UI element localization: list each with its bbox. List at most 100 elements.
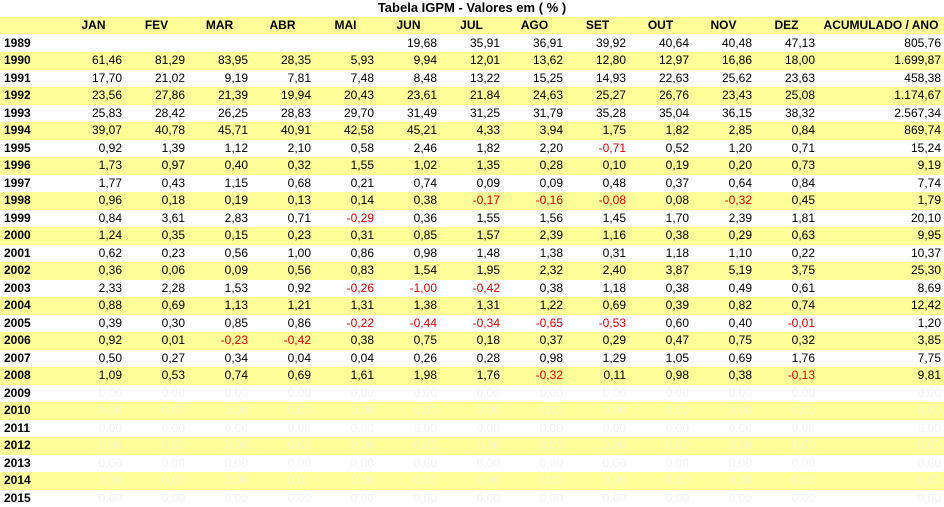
month-value-cell: 35,91 [440, 35, 503, 53]
month-value-cell: 1,98 [377, 367, 440, 385]
month-value-cell: 0,23 [125, 245, 188, 263]
month-value-cell: 36,15 [692, 105, 755, 123]
year-cell: 1989 [0, 35, 62, 53]
annual-total-cell: 1,20 [818, 315, 944, 333]
year-cell: 1999 [0, 210, 62, 228]
month-value-cell: 1,00 [251, 245, 314, 263]
month-value-cell: 0,49 [692, 280, 755, 298]
month-value-cell: 0,00 [629, 420, 692, 438]
month-value-cell: 0,00 [251, 472, 314, 490]
month-value-cell: 0,88 [62, 297, 125, 315]
month-value-cell: 0,04 [251, 350, 314, 368]
month-value-cell: -0,32 [503, 367, 566, 385]
month-value-cell: 39,07 [62, 122, 125, 140]
month-value-cell: 0,00 [755, 455, 818, 473]
month-value-cell: 1,55 [440, 210, 503, 228]
month-value-cell: 42,58 [314, 122, 377, 140]
month-value-cell: 0,00 [377, 420, 440, 438]
month-value-cell: 0,84 [755, 122, 818, 140]
column-header: FEV [125, 17, 188, 35]
month-value-cell: 0,00 [62, 472, 125, 490]
column-header: MAI [314, 17, 377, 35]
month-value-cell: 21,02 [125, 70, 188, 88]
month-value-cell: 16,86 [692, 52, 755, 70]
month-value-cell: 0,74 [377, 175, 440, 193]
month-value-cell: 2,28 [125, 280, 188, 298]
month-value-cell: 1,75 [566, 122, 629, 140]
month-value-cell: 0,18 [440, 332, 503, 350]
month-value-cell: 83,95 [188, 52, 251, 70]
month-value-cell: 0,36 [377, 210, 440, 228]
month-value-cell: 0,00 [188, 490, 251, 507]
month-value-cell: 0,92 [62, 332, 125, 350]
month-value-cell: 1,20 [692, 140, 755, 158]
month-value-cell: 0,00 [125, 490, 188, 507]
month-value-cell: 0,75 [692, 332, 755, 350]
month-value-cell: 1,82 [440, 140, 503, 158]
month-value-cell: 0,04 [314, 350, 377, 368]
month-value-cell: 22,63 [629, 70, 692, 88]
month-value-cell: 0,38 [692, 367, 755, 385]
month-value-cell: -0,65 [503, 315, 566, 333]
month-value-cell: 0,71 [251, 210, 314, 228]
annual-total-cell: 7,75 [818, 350, 944, 368]
month-value-cell: 1,18 [566, 280, 629, 298]
month-value-cell: 0,00 [125, 420, 188, 438]
month-value-cell: 0,00 [62, 420, 125, 438]
year-cell: 2008 [0, 367, 62, 385]
month-value-cell: -0,42 [440, 280, 503, 298]
month-value-cell: 0,00 [692, 420, 755, 438]
annual-total-cell: 1.174,67 [818, 87, 944, 105]
month-value-cell: 9,19 [188, 70, 251, 88]
month-value-cell: 1,53 [188, 280, 251, 298]
annual-total-cell: 25,30 [818, 262, 944, 280]
month-value-cell: 25,83 [62, 105, 125, 123]
month-value-cell: 0,85 [377, 227, 440, 245]
month-value-cell: 26,25 [188, 105, 251, 123]
month-value-cell: 0,06 [125, 262, 188, 280]
month-value-cell: 0,00 [566, 455, 629, 473]
month-value-cell: 0,36 [62, 262, 125, 280]
month-value-cell: 0,29 [566, 332, 629, 350]
month-value-cell: 81,29 [125, 52, 188, 70]
month-value-cell: 0,56 [188, 245, 251, 263]
month-value-cell: 19,94 [251, 87, 314, 105]
month-value-cell: 3,94 [503, 122, 566, 140]
year-cell: 1997 [0, 175, 62, 193]
month-value-cell: 18,00 [755, 52, 818, 70]
annual-total-cell: 0,00 [818, 472, 944, 490]
month-value-cell: 0,00 [251, 385, 314, 403]
month-value-cell: 0,00 [440, 385, 503, 403]
month-value-cell: 0,00 [251, 455, 314, 473]
month-value-cell: 0,00 [62, 437, 125, 455]
month-value-cell: 0,15 [188, 227, 251, 245]
month-value-cell: 12,80 [566, 52, 629, 70]
month-value-cell: 0,09 [503, 175, 566, 193]
month-value-cell: 13,22 [440, 70, 503, 88]
month-value-cell: 1,95 [440, 262, 503, 280]
month-value-cell: 3,61 [125, 210, 188, 228]
month-value-cell: 0,00 [629, 437, 692, 455]
month-value-cell: 0,62 [62, 245, 125, 263]
year-cell: 2002 [0, 262, 62, 280]
annual-total-cell: 12,42 [818, 297, 944, 315]
month-value-cell: 12,01 [440, 52, 503, 70]
year-cell: 2014 [0, 472, 62, 490]
month-value-cell: -0,71 [566, 140, 629, 158]
month-value-cell: 35,04 [629, 105, 692, 123]
month-value-cell: 0,18 [125, 192, 188, 210]
year-cell: 2011 [0, 420, 62, 438]
month-value-cell: 0,00 [440, 490, 503, 507]
month-value-cell: 40,64 [629, 35, 692, 53]
month-value-cell: 0,09 [440, 175, 503, 193]
year-cell: 2006 [0, 332, 62, 350]
annual-total-cell: 9,95 [818, 227, 944, 245]
month-value-cell: 28,83 [251, 105, 314, 123]
month-value-cell: 1,21 [251, 297, 314, 315]
month-value-cell: 0,00 [377, 402, 440, 420]
